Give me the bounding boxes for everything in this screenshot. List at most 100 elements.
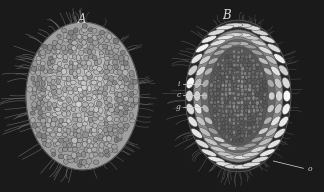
Ellipse shape	[68, 49, 73, 54]
Ellipse shape	[50, 132, 56, 137]
Ellipse shape	[38, 50, 43, 56]
Ellipse shape	[47, 101, 52, 107]
Ellipse shape	[81, 107, 87, 112]
Ellipse shape	[241, 92, 244, 96]
Ellipse shape	[51, 117, 57, 122]
Ellipse shape	[119, 85, 125, 89]
Ellipse shape	[267, 79, 274, 87]
Ellipse shape	[32, 87, 37, 92]
Ellipse shape	[232, 139, 236, 142]
Ellipse shape	[51, 149, 55, 153]
Ellipse shape	[108, 64, 113, 70]
Ellipse shape	[217, 79, 220, 82]
Ellipse shape	[71, 107, 76, 112]
Ellipse shape	[59, 147, 63, 153]
Ellipse shape	[76, 152, 82, 157]
Ellipse shape	[237, 110, 239, 113]
Ellipse shape	[73, 113, 77, 118]
Ellipse shape	[93, 138, 97, 142]
Ellipse shape	[252, 101, 256, 105]
Ellipse shape	[229, 129, 231, 133]
Ellipse shape	[214, 71, 216, 74]
Ellipse shape	[41, 88, 46, 92]
Ellipse shape	[82, 24, 87, 28]
Ellipse shape	[79, 159, 84, 165]
Ellipse shape	[83, 102, 88, 107]
Ellipse shape	[237, 126, 240, 131]
Ellipse shape	[93, 112, 99, 118]
Ellipse shape	[191, 54, 202, 63]
Ellipse shape	[56, 44, 61, 50]
Ellipse shape	[129, 113, 133, 118]
Ellipse shape	[237, 101, 241, 104]
Ellipse shape	[47, 60, 52, 66]
Ellipse shape	[256, 113, 260, 117]
Ellipse shape	[114, 69, 119, 75]
Ellipse shape	[42, 77, 46, 81]
Ellipse shape	[74, 28, 78, 33]
Ellipse shape	[228, 105, 232, 108]
Ellipse shape	[41, 80, 45, 87]
Ellipse shape	[84, 55, 89, 61]
Ellipse shape	[92, 35, 98, 40]
Ellipse shape	[81, 27, 87, 32]
Ellipse shape	[263, 104, 267, 108]
Ellipse shape	[41, 137, 46, 142]
Ellipse shape	[73, 55, 77, 59]
Ellipse shape	[76, 122, 83, 127]
Ellipse shape	[77, 34, 82, 39]
Ellipse shape	[104, 79, 108, 85]
Ellipse shape	[70, 80, 76, 85]
Ellipse shape	[263, 93, 267, 96]
Ellipse shape	[251, 156, 268, 163]
Ellipse shape	[114, 111, 118, 115]
Ellipse shape	[107, 46, 112, 51]
Ellipse shape	[251, 70, 255, 74]
Ellipse shape	[63, 103, 67, 108]
Ellipse shape	[95, 85, 99, 89]
Ellipse shape	[186, 104, 194, 114]
Ellipse shape	[229, 137, 233, 141]
Ellipse shape	[46, 95, 51, 100]
Ellipse shape	[233, 23, 252, 27]
Ellipse shape	[120, 116, 125, 122]
Ellipse shape	[53, 107, 59, 111]
Ellipse shape	[57, 61, 62, 66]
Ellipse shape	[47, 85, 51, 91]
Ellipse shape	[252, 129, 256, 133]
Ellipse shape	[259, 91, 263, 95]
Ellipse shape	[216, 91, 220, 95]
Ellipse shape	[40, 53, 45, 59]
Ellipse shape	[233, 96, 237, 100]
Ellipse shape	[216, 25, 234, 30]
Ellipse shape	[82, 43, 87, 49]
Ellipse shape	[237, 84, 240, 87]
Ellipse shape	[228, 112, 232, 116]
Ellipse shape	[71, 152, 77, 158]
Ellipse shape	[221, 87, 224, 91]
Ellipse shape	[248, 116, 251, 120]
Ellipse shape	[68, 100, 73, 105]
Ellipse shape	[217, 84, 221, 89]
Ellipse shape	[107, 144, 113, 148]
Ellipse shape	[68, 39, 73, 43]
Ellipse shape	[256, 121, 259, 124]
Ellipse shape	[52, 152, 56, 156]
Ellipse shape	[245, 66, 248, 70]
Ellipse shape	[51, 59, 55, 64]
Ellipse shape	[38, 66, 43, 70]
Ellipse shape	[72, 64, 78, 70]
Ellipse shape	[221, 100, 224, 105]
Ellipse shape	[107, 136, 112, 142]
Ellipse shape	[244, 72, 247, 75]
Ellipse shape	[244, 116, 248, 121]
Ellipse shape	[274, 54, 285, 63]
Ellipse shape	[81, 160, 87, 165]
Ellipse shape	[58, 154, 64, 159]
Ellipse shape	[103, 136, 108, 142]
Ellipse shape	[269, 92, 275, 100]
Ellipse shape	[209, 91, 213, 96]
Ellipse shape	[53, 142, 58, 147]
Ellipse shape	[97, 90, 103, 94]
Ellipse shape	[252, 75, 255, 78]
